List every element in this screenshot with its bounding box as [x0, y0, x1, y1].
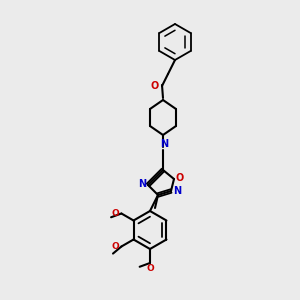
Text: N: N [160, 139, 168, 149]
Text: O: O [112, 209, 119, 218]
Text: O: O [112, 242, 119, 251]
Text: O: O [151, 81, 159, 91]
Text: N: N [173, 186, 181, 196]
Text: N: N [138, 179, 146, 189]
Text: O: O [146, 264, 154, 273]
Text: O: O [176, 173, 184, 183]
